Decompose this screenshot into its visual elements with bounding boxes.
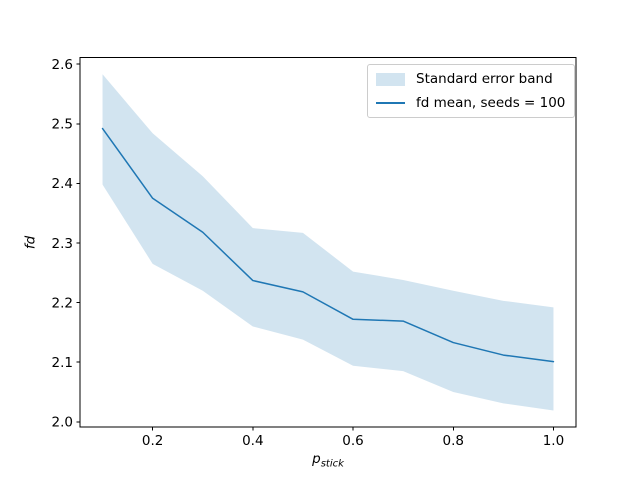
x-tick-label: 0.4 bbox=[242, 433, 263, 449]
error-band-swatch-icon bbox=[376, 72, 405, 86]
legend-label-error-band: Standard error band bbox=[416, 71, 553, 87]
y-axis-label-text: fd bbox=[22, 235, 39, 250]
x-axis-label-base: p bbox=[312, 451, 321, 467]
axes-spines bbox=[79, 57, 577, 428]
y-axis-label: fd bbox=[23, 228, 40, 258]
y-tick-label: 2.2 bbox=[52, 295, 73, 311]
legend: Standard error band fd mean, seeds = 100 bbox=[367, 64, 576, 118]
y-tick-label: 2.4 bbox=[52, 176, 73, 192]
mean-line-swatch-icon bbox=[376, 97, 405, 110]
y-tick-label: 2.3 bbox=[52, 236, 73, 252]
x-tick-label: 1.0 bbox=[543, 433, 564, 449]
legend-label-mean-line: fd mean, seeds = 100 bbox=[416, 95, 566, 111]
mean-line bbox=[101, 127, 555, 363]
y-tick-label: 2.6 bbox=[52, 57, 73, 73]
legend-entry-error-band: Standard error band bbox=[376, 70, 565, 88]
legend-entry-mean-line: fd mean, seeds = 100 bbox=[376, 94, 565, 112]
x-axis-label-subscript: stick bbox=[320, 458, 344, 470]
y-tick-label: 2.5 bbox=[52, 117, 73, 133]
error-band bbox=[102, 74, 554, 411]
x-tick-label: 0.6 bbox=[342, 433, 363, 449]
y-tick-label: 2.0 bbox=[52, 415, 73, 431]
x-axis-label: pstick bbox=[80, 451, 576, 470]
x-tick-label: 0.2 bbox=[142, 433, 163, 449]
y-tick-label: 2.1 bbox=[52, 355, 73, 371]
x-tick-label: 0.8 bbox=[443, 433, 464, 449]
